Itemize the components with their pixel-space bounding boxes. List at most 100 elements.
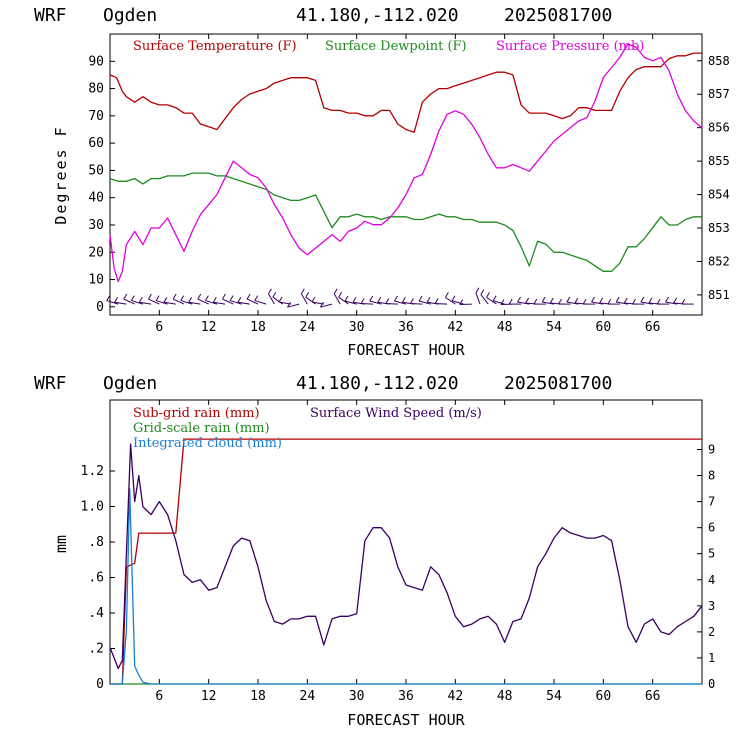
chart2-legend-gridscale-rain: Grid-scale rain (mm) [133, 421, 270, 436]
wind-barb-feather [123, 293, 128, 300]
y-tick-label: .8 [88, 535, 104, 550]
wind-barb-feather [204, 295, 209, 301]
wind-barb [197, 298, 209, 305]
chart1-wind-barbs [106, 287, 694, 308]
chart1-x-axis-label: FORECAST HOUR [347, 341, 465, 359]
wind-barb-feather [656, 298, 661, 305]
wind-barb-feather [640, 296, 645, 303]
x-tick-label: 12 [201, 320, 217, 335]
y-tick-label: 80 [88, 82, 104, 97]
y-tick-label: 10 [88, 273, 104, 288]
wind-barb-feather [451, 295, 456, 302]
wind-barb-feather [525, 297, 530, 304]
wind-barb-feather [377, 296, 382, 303]
wind-barb-feather [549, 297, 554, 304]
wind-barb-feather [492, 295, 497, 302]
y-tick-label: 20 [88, 245, 104, 260]
x-tick-label: 60 [596, 320, 612, 335]
wind-barb [435, 302, 448, 305]
x-tick-label: 24 [300, 320, 316, 335]
wind-barb [320, 303, 333, 308]
x-tick-label: 66 [645, 320, 661, 335]
wind-barb-feather [180, 295, 185, 301]
wind-barb-feather [300, 288, 305, 294]
x-tick-label: 18 [250, 320, 266, 335]
wind-barb-feather [632, 298, 636, 305]
wind-barb-feather [172, 293, 177, 300]
wind-barb-feather [212, 296, 217, 303]
y-tick-label: 0 [96, 300, 104, 315]
y2-tick-label: 851 [708, 288, 730, 302]
wind-barb-feather [222, 293, 226, 300]
wind-barb-feather [607, 298, 612, 305]
y-tick-label: 70 [88, 109, 104, 124]
chart1-legend-pressure: Surface Pressure (mb) [496, 39, 644, 54]
wind-barb [172, 298, 185, 305]
wind-barb-feather [138, 296, 143, 303]
wind-barb-feather [533, 298, 538, 305]
wind-barb [246, 298, 259, 305]
y-tick-label: .6 [88, 571, 104, 586]
wind-barb-feather [393, 295, 398, 302]
y2-tick-label: 0 [708, 677, 715, 691]
precipitation-chart: WRF Ogden 41.180,-112.020 2025081700 6 12… [34, 373, 715, 729]
y2-tick-label: 6 [708, 521, 715, 535]
wind-barb-feather [517, 296, 521, 303]
chart2-x-axis-label: FORECAST HOUR [347, 711, 465, 729]
x-tick-label: 24 [300, 689, 316, 704]
x-tick-label: 48 [497, 320, 513, 335]
wind-barb [418, 300, 431, 305]
x-tick-label: 30 [349, 689, 365, 704]
wind-barb-feather [410, 298, 414, 304]
chart2-y-axis-label: mm [52, 535, 70, 553]
wind-barb-feather [475, 287, 480, 294]
chart2-site-label: Ogden [103, 373, 157, 394]
chart1-legend-temperature: Surface Temperature (F) [133, 39, 297, 54]
wind-barb-feather [665, 296, 669, 303]
wind-barb-feather [360, 298, 365, 304]
wind-barb-feather [681, 298, 686, 305]
wind-barb-feather [344, 295, 349, 302]
wind-barb [237, 301, 250, 305]
y-tick-label: 30 [88, 218, 104, 233]
wind-barb-feather [623, 297, 628, 304]
y2-tick-label: 4 [708, 573, 715, 587]
y-tick-label: 60 [88, 136, 104, 151]
wind-barb [344, 300, 357, 305]
x-tick-label: 54 [546, 320, 562, 335]
wind-barb [229, 300, 242, 305]
wind-barb-feather [246, 293, 251, 300]
wind-barb-feather [333, 288, 338, 294]
wind-barb [213, 301, 226, 305]
x-tick-label: 48 [497, 689, 513, 704]
wind-barb-feather [155, 295, 160, 301]
wind-barb-feather [480, 289, 485, 295]
wind-barb-feather [130, 295, 135, 301]
chart1-y2-ticks: 851 852 853 854 855 856 857 858 [697, 54, 730, 302]
y-tick-label: 50 [88, 163, 104, 178]
chart1-model-label: WRF [34, 5, 67, 26]
wind-barb [480, 294, 489, 305]
chart2-series [109, 438, 703, 685]
wind-barb-feather [486, 292, 490, 298]
x-tick-label: 60 [596, 689, 612, 704]
wind-barb-feather [566, 296, 571, 303]
wind-barb [640, 301, 653, 305]
surface-temperature-line [109, 52, 702, 133]
y2-tick-label: 2 [708, 625, 715, 639]
chart1-run-label: 2025081700 [504, 5, 612, 26]
y-tick-label: 0 [96, 677, 104, 692]
wind-barb [486, 296, 497, 305]
wind-barb-feather [338, 291, 343, 298]
wind-barb-feather [237, 296, 242, 303]
wind-barb-feather [272, 291, 277, 298]
x-tick-label: 12 [201, 689, 217, 704]
x-tick-label: 6 [155, 689, 163, 704]
wind-barb-feather [591, 296, 595, 303]
chart2-legend-wind-speed: Surface Wind Speed (m/s) [310, 406, 482, 421]
wind-barb [188, 301, 201, 305]
wind-barb-feather [287, 301, 291, 308]
wind-barb-feather [278, 296, 283, 303]
wind-barb-feather [148, 293, 152, 300]
wind-barb [591, 301, 604, 305]
